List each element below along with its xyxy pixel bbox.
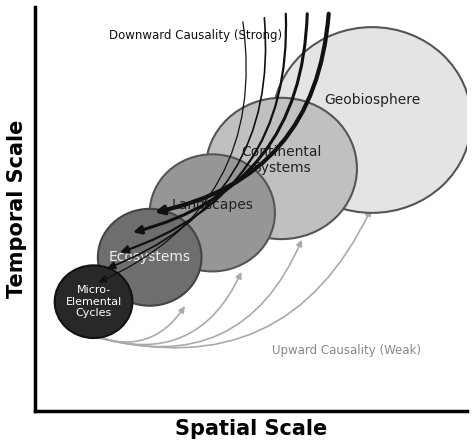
FancyArrowPatch shape — [122, 14, 286, 253]
FancyArrowPatch shape — [109, 18, 265, 268]
Text: Continental
Systems: Continental Systems — [241, 145, 321, 175]
FancyArrowPatch shape — [96, 211, 370, 348]
Circle shape — [206, 98, 357, 239]
FancyArrowPatch shape — [159, 14, 328, 213]
Text: Downward Causality (Strong): Downward Causality (Strong) — [109, 29, 282, 42]
FancyArrowPatch shape — [100, 22, 246, 282]
Circle shape — [273, 27, 471, 213]
FancyArrowPatch shape — [96, 241, 301, 347]
FancyArrowPatch shape — [136, 14, 307, 233]
X-axis label: Spatial Scale: Spatial Scale — [175, 419, 327, 439]
Text: Landscapes: Landscapes — [172, 198, 253, 212]
Text: Micro-
Elemental
Cycles: Micro- Elemental Cycles — [65, 285, 122, 318]
Text: Upward Causality (Weak): Upward Causality (Weak) — [272, 344, 420, 357]
Circle shape — [55, 265, 132, 338]
Circle shape — [150, 154, 275, 272]
Text: Geobiosphere: Geobiosphere — [324, 93, 420, 107]
Y-axis label: Temporal Scale: Temporal Scale — [7, 120, 27, 298]
Circle shape — [98, 209, 201, 306]
FancyArrowPatch shape — [96, 274, 241, 345]
Text: Ecosystems: Ecosystems — [109, 250, 191, 264]
FancyArrowPatch shape — [96, 308, 184, 342]
